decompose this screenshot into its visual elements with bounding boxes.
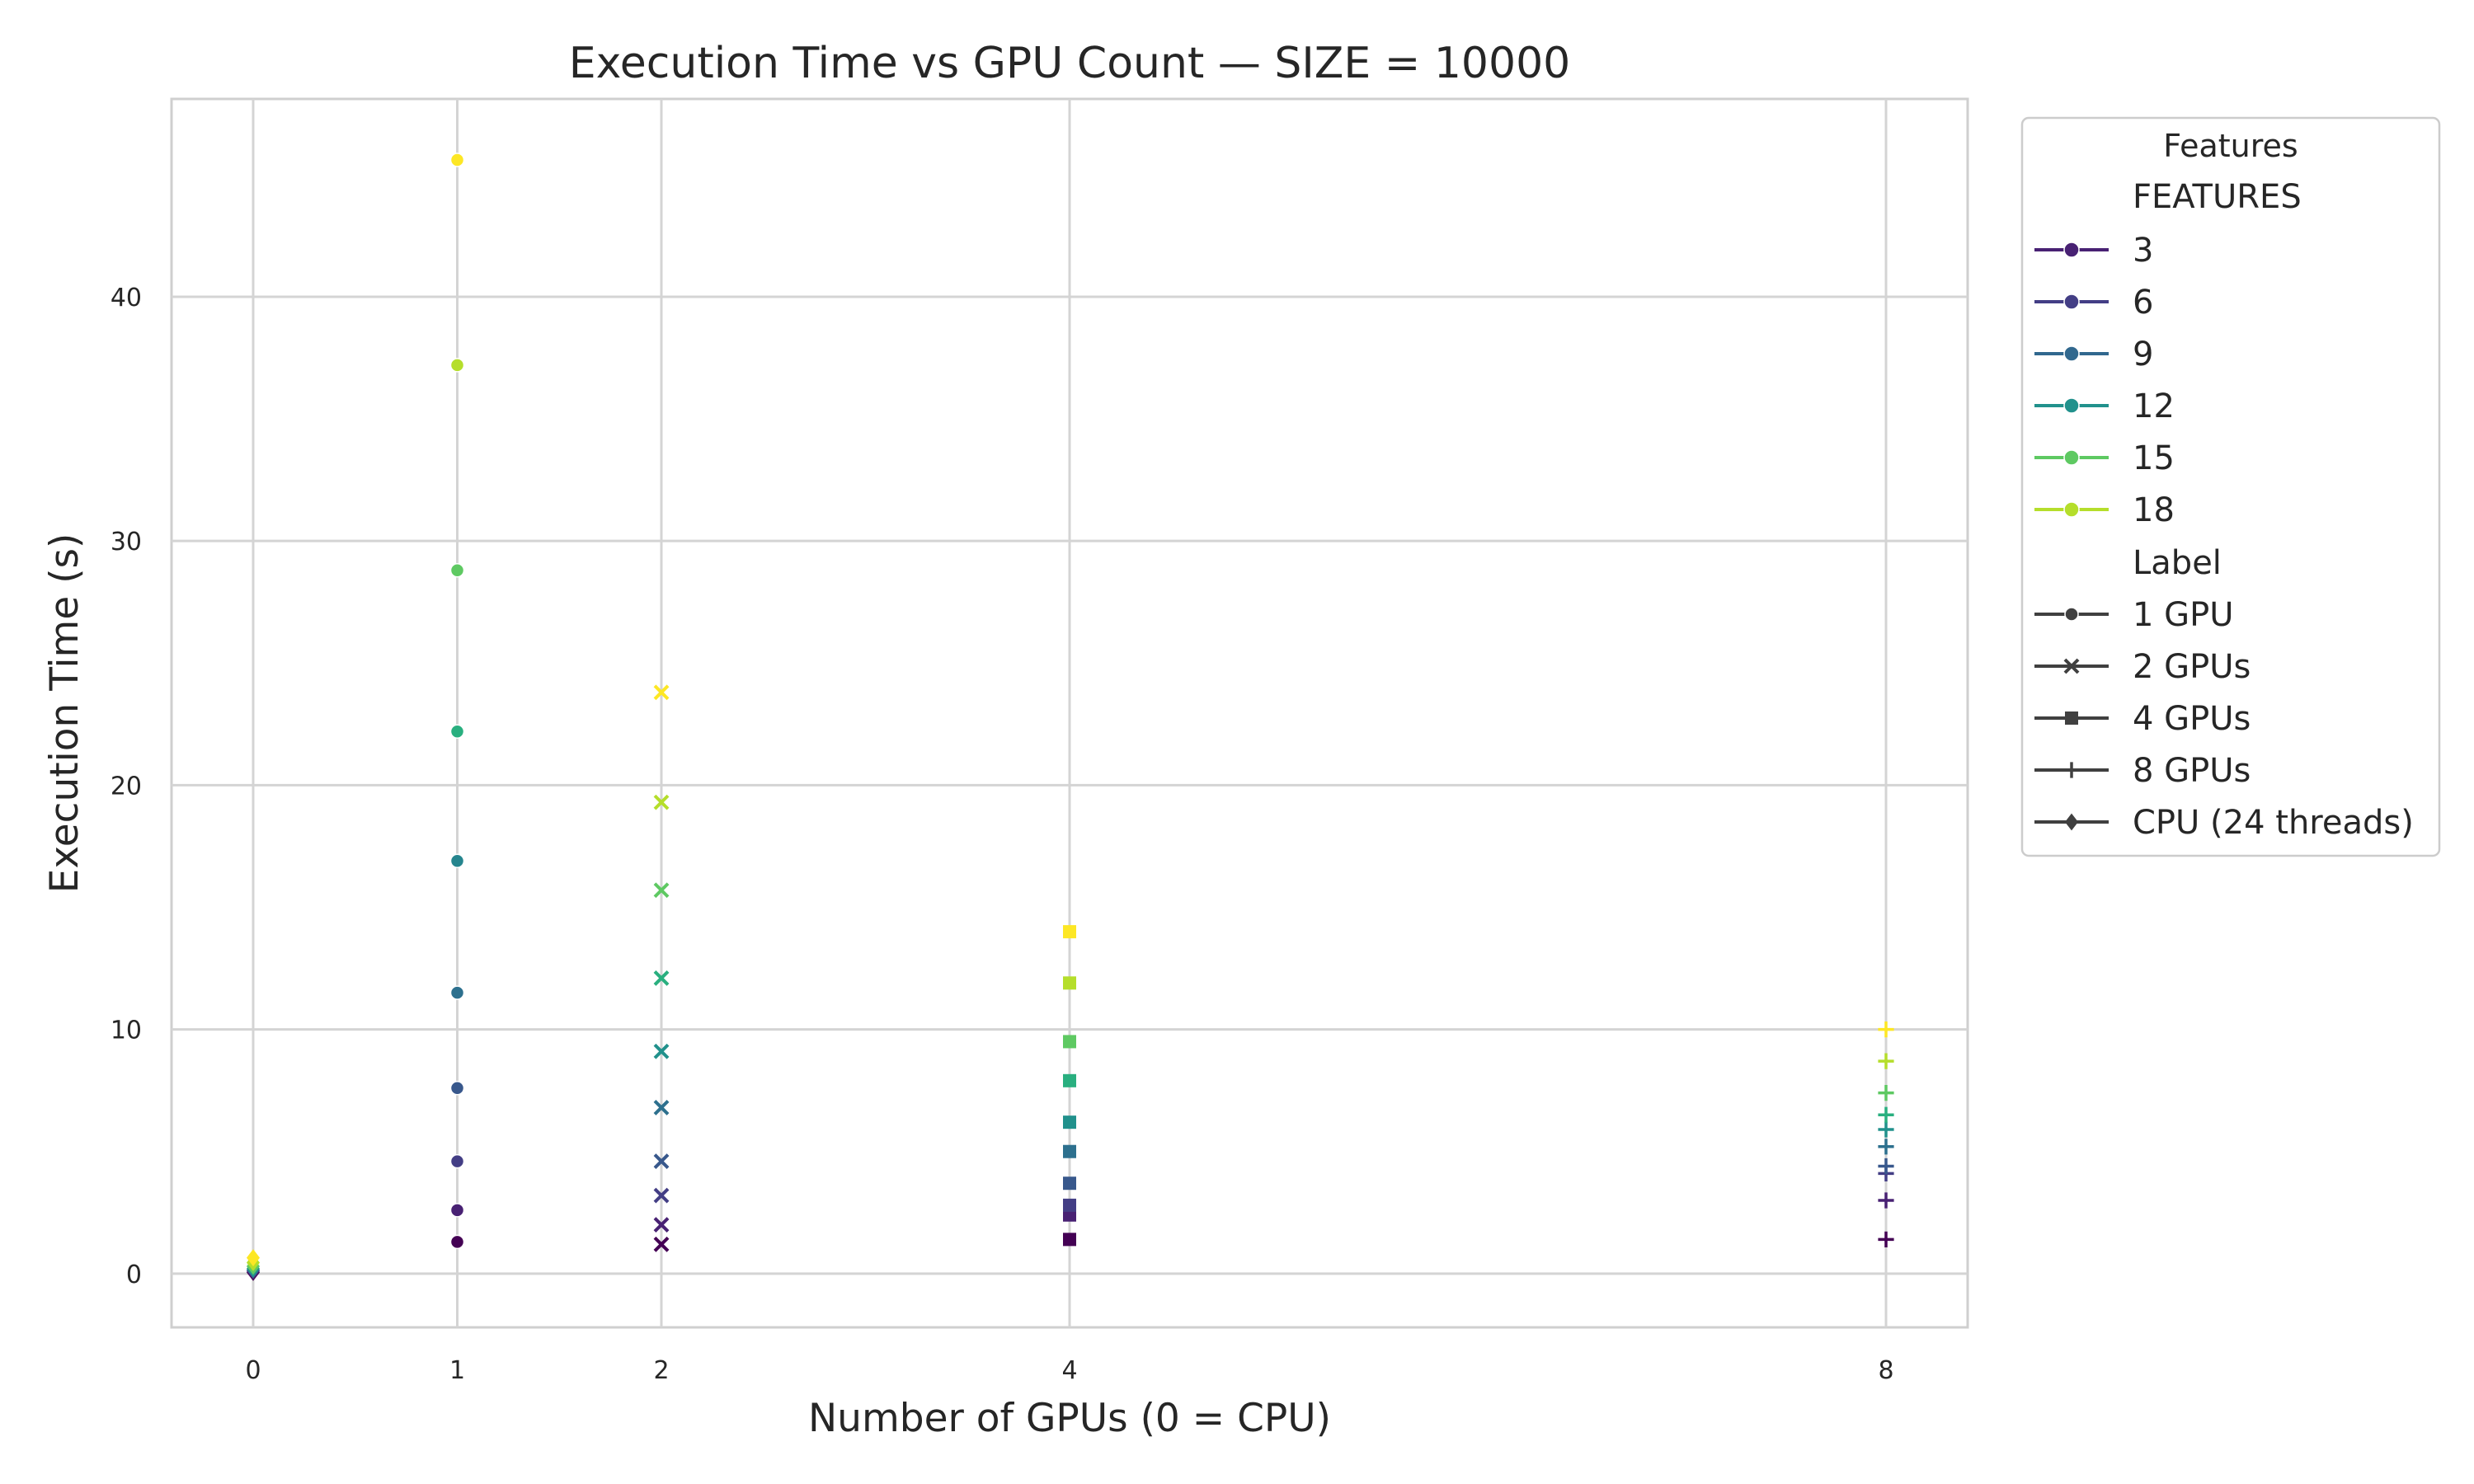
x-tick-label: 2: [653, 1356, 669, 1385]
legend-style-entries: 1 GPU 2 GPUs 4 GPUs 8 GPUs CPU (24 threads): [2034, 596, 2414, 842]
legend-style-marker: [2063, 762, 2080, 778]
data-point: [1878, 1106, 1894, 1123]
legend-style-label: 1 GPU: [2133, 596, 2234, 634]
data-point: [653, 1153, 670, 1169]
data-point: [449, 562, 465, 578]
legend-style-marker: [2065, 813, 2078, 831]
data-point: [449, 724, 465, 739]
x-tick-label: 4: [1061, 1356, 1077, 1385]
data-point: [653, 1043, 670, 1059]
data-point: [449, 1203, 465, 1218]
data-point: [1063, 1073, 1076, 1087]
x-tick-label: 0: [245, 1356, 261, 1385]
data-point: [1063, 976, 1076, 990]
data-points: [247, 153, 1894, 1281]
legend-hue-label: 12: [2133, 387, 2175, 425]
data-point: [653, 794, 670, 810]
legend-hue-label: 3: [2133, 232, 2153, 270]
legend-style-marker: [2065, 711, 2078, 725]
legend-swatch-marker: [2063, 242, 2080, 258]
data-point: [653, 1187, 670, 1204]
legend-hue-label: 6: [2133, 284, 2153, 322]
legend-title: Features: [2163, 128, 2298, 164]
legend-style-label: CPU (24 threads): [2133, 804, 2414, 842]
y-tick-label: 40: [111, 284, 142, 312]
data-point: [1063, 1233, 1076, 1247]
data-point: [1878, 1139, 1894, 1155]
data-point: [1878, 1085, 1894, 1101]
data-point: [1063, 1035, 1076, 1049]
legend-style-title: Label: [2133, 544, 2222, 582]
y-tick-label: 20: [111, 772, 142, 801]
data-point: [1878, 1121, 1894, 1138]
data-point: [1878, 1021, 1894, 1038]
legend-swatch-marker: [2063, 294, 2080, 310]
data-point: [1878, 1231, 1894, 1247]
data-point: [449, 1153, 465, 1169]
legend-swatch-marker: [2063, 501, 2080, 518]
data-point: [449, 853, 465, 868]
data-point: [653, 1099, 670, 1115]
data-point: [247, 1249, 260, 1266]
data-point: [1878, 1053, 1894, 1069]
data-point: [1063, 1144, 1076, 1158]
data-point: [449, 1080, 465, 1096]
legend-style-label: 4 GPUs: [2133, 700, 2251, 738]
legend-style-marker: [2064, 607, 2079, 622]
data-point: [1063, 1176, 1076, 1190]
data-point: [449, 153, 465, 167]
legend-hue-entries: 3 6 9 12 15 18: [2034, 232, 2175, 529]
y-tick-label: 0: [126, 1261, 142, 1289]
legend-style-marker: [2063, 658, 2080, 674]
data-point: [449, 358, 465, 373]
data-point: [449, 1234, 465, 1250]
data-point: [653, 1236, 670, 1252]
x-tick-label: 1: [449, 1356, 465, 1385]
data-point: [653, 882, 670, 899]
grid: [172, 99, 1968, 1327]
data-point: [1063, 1198, 1076, 1212]
legend-style-label: 2 GPUs: [2133, 648, 2251, 686]
y-tick-label: 30: [111, 528, 142, 556]
data-point: [653, 1217, 670, 1233]
legend-swatch-marker: [2063, 449, 2080, 466]
legend-hue-title: FEATURES: [2133, 178, 2302, 216]
data-point: [449, 985, 465, 1000]
legend: Features FEATURES 3 6 9 12 15 18 Label 1 GPU 2…: [2020, 116, 2441, 857]
data-point: [653, 684, 670, 701]
x-axis-ticks: 0 1 2 4 8: [245, 1356, 1893, 1385]
legend-style-label: 8 GPUs: [2133, 752, 2251, 790]
legend-hue-label: 15: [2133, 439, 2175, 477]
legend-swatch-marker: [2063, 345, 2080, 362]
data-point: [1063, 925, 1076, 939]
legend-hue-label: 9: [2133, 336, 2153, 373]
y-tick-label: 10: [111, 1017, 142, 1045]
x-axis-label: Number of GPUs (0 = CPU): [808, 1396, 1331, 1441]
data-point: [1878, 1158, 1894, 1175]
data-point: [1063, 1115, 1076, 1129]
data-point: [653, 970, 670, 986]
legend-swatch-marker: [2063, 397, 2080, 414]
y-axis-label: Execution Time (s): [42, 533, 87, 894]
legend-hue-label: 18: [2133, 491, 2175, 529]
y-axis-ticks: 0 10 20 30 40: [111, 284, 142, 1289]
legend-frame: [2020, 116, 2441, 857]
data-point: [1878, 1192, 1894, 1209]
x-tick-label: 8: [1878, 1356, 1893, 1385]
chart-title: Execution Time vs GPU Count — SIZE = 100…: [569, 39, 1570, 88]
